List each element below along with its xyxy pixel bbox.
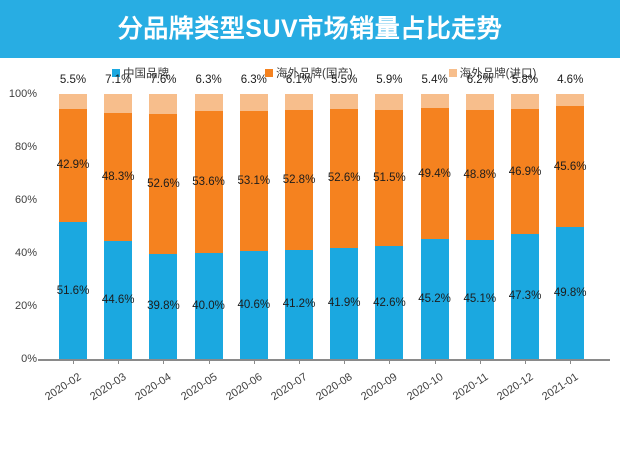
chart-area: 0% 20% 40% 60% 80% 100% 51.6% 42.9% 5.5% 44.6% 48…: [0, 74, 620, 465]
bar-segment-2[interactable]: [104, 94, 133, 113]
bar-segment-1[interactable]: [375, 109, 404, 247]
bar-segment-1[interactable]: [194, 110, 223, 253]
x-axis-tick-label: 2021-01: [540, 371, 581, 404]
bar-segment-1[interactable]: [149, 114, 178, 254]
page-title: 分品牌类型SUV市场销量占比走势: [117, 14, 503, 43]
chart-title-bar: 分品牌类型SUV市场销量占比走势: [0, 0, 620, 58]
y-axis-tick-label: 20%: [14, 300, 37, 312]
x-axis-tick-label: 2020-07: [269, 371, 310, 404]
bar-group[interactable]: 49.8% 45.6% 4.6%: [554, 74, 586, 359]
bar-segment-2[interactable]: [375, 94, 404, 110]
legend-swatch-icon: [112, 69, 120, 77]
x-axis-tick: [525, 359, 526, 364]
bar-group[interactable]: 40.6% 53.1% 6.3%: [237, 74, 270, 359]
bar-segment-2[interactable]: [556, 94, 585, 107]
y-axis-tick-label: 60%: [14, 194, 37, 206]
x-axis-tick-label: 2020-08: [314, 371, 355, 404]
bar-series-container: 51.6% 42.9% 5.5% 44.6% 48.3% 7.1% 39.8% 52.6% 7.…: [44, 74, 610, 359]
y-axis-tick-label: 40%: [14, 247, 37, 259]
x-axis-tick-label: 2020-09: [359, 371, 400, 404]
bar-segment-2[interactable]: [239, 94, 268, 111]
x-axis-tick: [570, 359, 572, 364]
bar-group[interactable]: 41.2% 52.8% 6.1%: [283, 74, 315, 359]
bar-segment-1[interactable]: [285, 109, 313, 250]
bar-segment-0[interactable]: [104, 240, 133, 359]
x-axis-tick: [163, 359, 165, 364]
plot-region: 51.6% 42.9% 5.5% 44.6% 48.3% 7.1% 39.8% 52.6% 7.…: [44, 74, 610, 359]
x-axis-tick: [73, 359, 74, 364]
bar-segment-0[interactable]: [375, 246, 404, 359]
legend-item-2[interactable]: 海外品牌(进口): [448, 65, 537, 81]
bar-segment-1[interactable]: [330, 108, 359, 248]
x-axis-tick-label: 2020-03: [88, 371, 129, 404]
bar-segment-0[interactable]: [511, 233, 539, 359]
legend-item-label: 海外品牌(进口): [459, 68, 537, 80]
bar-segment-0[interactable]: [285, 249, 313, 359]
bar-segment-0[interactable]: [149, 253, 178, 359]
bar-segment-1[interactable]: [511, 109, 539, 234]
x-axis-tick-label: 2020-04: [133, 371, 174, 404]
x-axis-tick-label: 2020-11: [450, 371, 491, 403]
bar-segment-0[interactable]: [465, 239, 494, 359]
bar-segment-1[interactable]: [239, 110, 268, 252]
bar-segment-0[interactable]: [330, 247, 359, 359]
bar-segment-2[interactable]: [149, 94, 178, 115]
x-axis-tick: [118, 359, 120, 364]
bar-segment-1[interactable]: [420, 108, 449, 240]
bar-segment-2[interactable]: [59, 94, 87, 109]
bar-segment-0[interactable]: [239, 251, 268, 359]
x-axis-tick: [344, 359, 346, 364]
bar-group[interactable]: 44.6% 48.3% 7.1%: [102, 74, 134, 359]
y-axis-tick-label: 0%: [21, 353, 37, 365]
y-axis-tick-label: 100%: [8, 88, 37, 100]
bar-segment-2[interactable]: [285, 93, 313, 110]
x-axis-tick: [389, 359, 391, 364]
bar-group[interactable]: 42.6% 51.5% 5.9%: [373, 74, 406, 359]
bar-segment-2[interactable]: [465, 93, 494, 111]
legend-item-label: 中国品牌: [123, 68, 169, 80]
bar-group[interactable]: 41.9% 52.6% 5.5%: [328, 74, 360, 359]
bar-segment-2[interactable]: [330, 94, 359, 109]
x-axis-tick-label: 2020-06: [223, 371, 265, 404]
bar-segment-2[interactable]: [511, 94, 539, 110]
x-axis-line: [38, 359, 610, 361]
bar-segment-0[interactable]: [420, 239, 449, 359]
bar-segment-0[interactable]: [59, 222, 87, 359]
bar-segment-0[interactable]: [556, 227, 585, 359]
legend-item-label: 海外品牌(国产): [276, 68, 353, 80]
x-axis-tick: [434, 359, 436, 364]
bar-group[interactable]: 45.1% 48.8% 6.2%: [463, 74, 496, 359]
bar-segment-2[interactable]: [194, 94, 223, 111]
bar-segment-1[interactable]: [465, 110, 494, 240]
bar-segment-0[interactable]: [194, 253, 223, 359]
x-axis-tick-label: 2020-12: [495, 371, 536, 404]
bar-group[interactable]: 51.6% 42.9% 5.5%: [57, 74, 89, 359]
bar-group[interactable]: 45.2% 49.4% 5.4%: [418, 74, 451, 359]
bar-group[interactable]: 47.3% 46.9% 5.8%: [509, 74, 541, 359]
x-axis-tick: [479, 359, 481, 364]
y-axis-tick-label: 80%: [14, 141, 37, 153]
x-axis-tick: [208, 359, 210, 364]
bar-segment-1[interactable]: [59, 108, 87, 223]
bar-group[interactable]: 39.8% 52.6% 7.6%: [147, 74, 180, 359]
x-axis-tick-label: 2020-02: [43, 371, 84, 404]
x-axis-tick: [299, 359, 300, 364]
legend-item-1[interactable]: 海外品牌(国产): [265, 65, 353, 81]
bar-group[interactable]: 40.0% 53.6% 6.3%: [192, 74, 225, 359]
x-axis-tick: [253, 359, 255, 364]
legend-swatch-icon: [265, 69, 273, 77]
bar-segment-2[interactable]: [420, 94, 449, 109]
chart-legend: 中国品牌 海外品牌(国产) 海外品牌(进口): [0, 58, 620, 88]
x-axis-tick-label: 2020-10: [404, 371, 446, 404]
legend-item-0[interactable]: 中国品牌: [112, 65, 169, 81]
legend-swatch-icon: [448, 69, 457, 77]
y-axis-labels: 0% 20% 40% 60% 80% 100%: [0, 88, 40, 365]
x-axis-tick-label: 2020-05: [178, 371, 220, 404]
bar-segment-1[interactable]: [556, 106, 585, 228]
bar-segment-1[interactable]: [104, 112, 133, 241]
